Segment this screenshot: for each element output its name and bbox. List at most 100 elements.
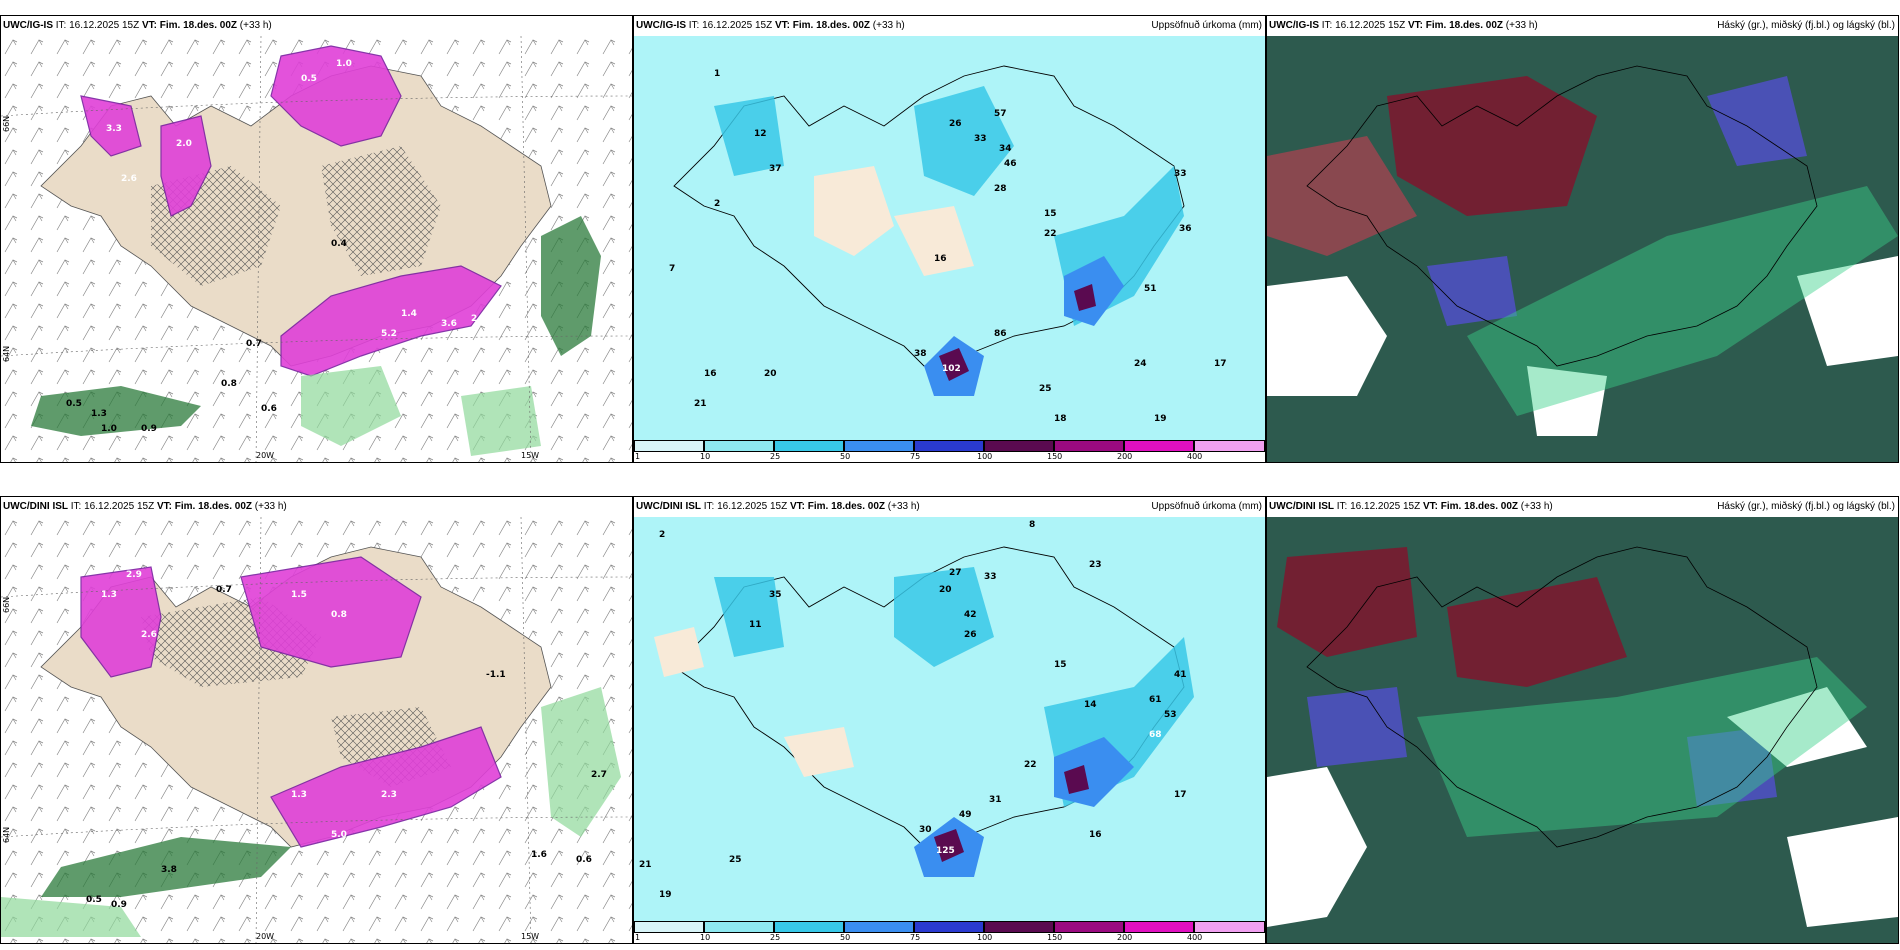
scale-step [634, 440, 704, 452]
panel-header: UWC/DINI ISL IT: 16.12.2025 15Z VT: Fim.… [1267, 497, 1898, 517]
clear-sky [1267, 767, 1367, 927]
precip-value: 61 [1149, 695, 1162, 705]
lat-line [1, 335, 632, 357]
snow-value: 2.8 [471, 314, 487, 324]
precip-value: 8 [1029, 520, 1035, 530]
snow-value: 0.9 [111, 900, 127, 910]
lead-time: (+33 h) [1505, 20, 1538, 31]
scale-step [1054, 921, 1124, 933]
snow-value: 3.6 [441, 319, 457, 329]
snow-value: 2.9 [126, 570, 142, 580]
scale-step [914, 921, 984, 933]
snow-value: 0.4 [331, 239, 347, 249]
lead-time: (+33 h) [872, 20, 905, 31]
precip-extreme [934, 829, 964, 862]
precip-value: 22 [1044, 229, 1057, 239]
cloud-map-canvas [1267, 517, 1898, 943]
precip-value: 19 [659, 890, 672, 900]
mid-cloud-blue [1707, 76, 1807, 166]
precip-value: 1 [714, 69, 720, 79]
low-cloud-green [1417, 657, 1867, 837]
scale-step [844, 440, 914, 452]
scale-step [1124, 440, 1194, 452]
snow-value: 1.3 [291, 790, 307, 800]
snow-value: 0.5 [66, 399, 82, 409]
precip-value: 14 [1084, 700, 1097, 710]
cloud-map-top: UWC/IG-IS IT: 16.12.2025 15Z VT: Fim. 18… [1266, 15, 1899, 463]
precip-value: 15 [1054, 660, 1067, 670]
scale-tick: 400 [1187, 933, 1203, 942]
snow-map-top: UWC/IG-IS IT: 16.12.2025 15Z VT: Fim. 18… [0, 15, 633, 463]
precip-value: 2 [714, 199, 720, 209]
precip-value: 41 [1174, 670, 1187, 680]
valid-time: VT: Fim. 18.des. 00Z [141, 20, 238, 31]
precip-value: 7 [669, 264, 675, 274]
snow-value: 0.7 [246, 339, 262, 349]
snow-map-bottom: UWC/DINI ISL IT: 16.12.2025 15Z VT: Fim.… [0, 496, 633, 944]
rain-band-green [31, 386, 201, 436]
rain-band-green [461, 386, 541, 456]
rain-band-green [1, 897, 141, 937]
dry-area [894, 206, 974, 276]
scale-tick: 100 [977, 452, 993, 461]
snow-value: 1.3 [101, 590, 117, 600]
scale-tick: 150 [1047, 452, 1063, 461]
scale-step [984, 440, 1054, 452]
snow-value: 0.7 [216, 585, 232, 595]
lat-label: 66N [2, 116, 11, 132]
precip-value: 17 [1174, 790, 1187, 800]
precip-value: 25 [1039, 384, 1052, 394]
precip-value: 19 [1154, 414, 1167, 424]
snow-value: -1.1 [486, 670, 506, 680]
panel-variable: Uppsöfnuð úrkoma (mm) [1151, 20, 1262, 31]
valid-time: VT: Fim. 18.des. 00Z [774, 20, 871, 31]
precip-value: 27 [949, 568, 962, 578]
precip-value: 86 [994, 329, 1007, 339]
precip-value: 35 [769, 590, 782, 600]
model-title: UWC/IG-IS [3, 20, 53, 31]
snow-value: 0.8 [331, 610, 347, 620]
high-cloud-red [1277, 547, 1417, 657]
init-time: IT: 16.12.2025 15Z [70, 501, 155, 512]
snow-value: 1.5 [291, 590, 307, 600]
lat-label: 64N [2, 346, 11, 362]
clear-sky [1727, 687, 1867, 767]
scale-step [844, 921, 914, 933]
valid-time: VT: Fim. 18.des. 00Z [1407, 20, 1504, 31]
precip-value: 31 [989, 795, 1002, 805]
precip-value: 16 [704, 369, 717, 379]
precip-extreme [1074, 284, 1096, 311]
scale-step [1194, 921, 1265, 933]
snow-value: 0.6 [261, 404, 277, 414]
lon-line [255, 517, 262, 943]
lon-line [520, 517, 532, 943]
scale-tick: 50 [840, 933, 851, 942]
valid-time: VT: Fim. 18.des. 00Z [789, 501, 886, 512]
snow-value: 1.3 [91, 409, 107, 419]
snow-value: 3.3 [106, 124, 122, 134]
lead-time: (+33 h) [887, 501, 920, 512]
snow-value: 2.6 [141, 630, 157, 640]
scale-tick: 1 [635, 452, 641, 461]
panel-header: UWC/IG-IS IT: 16.12.2025 15Z VT: Fim. 18… [1267, 16, 1898, 36]
scale-step [1054, 440, 1124, 452]
snow-value: 2.3 [381, 790, 397, 800]
high-cloud-red [1387, 76, 1597, 216]
precip-value: 102 [942, 364, 961, 374]
snow-band-north [270, 45, 402, 147]
high-cloud-red [1267, 136, 1417, 256]
snow-cover-hatch [321, 146, 441, 276]
lat-label: 64N [2, 827, 11, 843]
precip-value: 26 [949, 119, 962, 129]
snow-value: 3.8 [161, 865, 177, 875]
scale-step [704, 921, 774, 933]
scale-step [704, 440, 774, 452]
snow-value: 1.4 [401, 309, 417, 319]
precip-value: 38 [914, 349, 927, 359]
precip-value: 33 [974, 134, 987, 144]
clear-sky [1797, 256, 1898, 366]
snow-value: 1.0 [101, 424, 117, 434]
precip-value: 25 [729, 855, 742, 865]
iceland-coast [1306, 546, 1818, 848]
scale-step [774, 440, 844, 452]
